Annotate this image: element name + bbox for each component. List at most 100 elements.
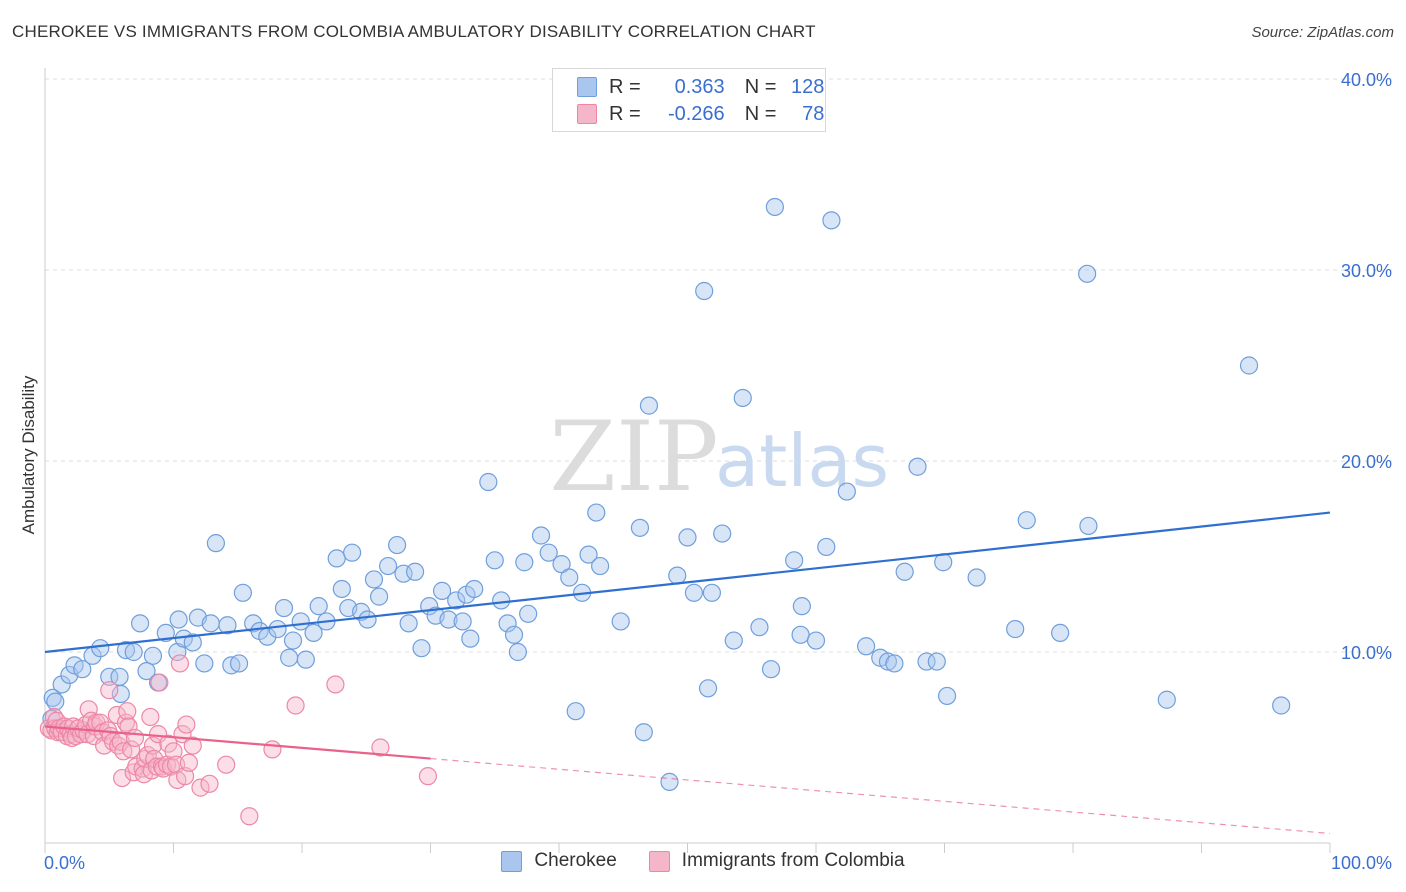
cherokee-point	[684, 583, 704, 602]
cherokee-point	[733, 388, 752, 408]
cherokee-point	[100, 667, 119, 686]
series-legend: Cherokee Immigrants from Colombia	[0, 850, 1406, 872]
legend-r-label: R =	[609, 102, 641, 125]
cherokee-point	[566, 702, 585, 721]
legend-item-colombia[interactable]: Immigrants from Colombia	[648, 850, 905, 872]
cherokee-point	[678, 528, 697, 547]
cherokee-point	[908, 457, 927, 476]
colombia-point	[143, 736, 163, 755]
cherokee-point	[412, 639, 431, 658]
cherokee-point	[579, 545, 598, 564]
cherokee-point	[195, 654, 214, 673]
cherokee-point	[611, 612, 630, 631]
cherokee-point	[878, 652, 898, 671]
cherokee-point	[591, 556, 610, 576]
colombia-point	[326, 675, 345, 694]
cherokee-point	[387, 535, 407, 555]
colombia-point	[371, 738, 390, 757]
cherokee-point	[218, 616, 237, 635]
watermark-atlas: atlas	[715, 419, 889, 503]
cherokee-point	[91, 639, 110, 658]
cherokee-point	[552, 555, 571, 574]
cherokee-point	[439, 610, 458, 629]
colombia-point	[183, 736, 202, 755]
legend-r-value: 0.363	[674, 75, 725, 98]
source-label: Source: ZipAtlas.com	[1251, 24, 1394, 41]
cherokee-point	[73, 660, 92, 679]
colombia-point	[141, 707, 160, 727]
legend-r-value: -0.266	[667, 102, 725, 125]
cherokee-point	[201, 614, 220, 633]
chart-title: CHEROKEE VS IMMIGRANTS FROM COLOMBIA AMB…	[12, 22, 816, 41]
legend-row-cherokee: R = 0.363 N = 128	[577, 74, 824, 100]
cherokee-point	[519, 604, 538, 623]
cherokee-point	[937, 686, 957, 706]
legend-n-value: 128	[791, 75, 825, 98]
colombia-point	[418, 767, 438, 786]
cherokee-point	[857, 637, 876, 656]
cherokee-point	[233, 583, 252, 602]
cherokee-point	[309, 597, 328, 616]
colombia-point	[150, 673, 169, 692]
cherokee-points	[42, 197, 1291, 791]
y-tick-label: 20.0%	[1341, 452, 1392, 472]
colombia-point	[125, 728, 145, 748]
legend-row-colombia: R = -0.266 N = 78	[577, 101, 824, 127]
cherokee-point	[343, 543, 362, 562]
colombia-point	[100, 681, 119, 700]
colombia-point	[79, 700, 98, 719]
trend-lines	[44, 511, 1331, 835]
cherokee-point	[630, 518, 650, 537]
cherokee-point	[399, 614, 418, 633]
cherokee-point	[515, 553, 534, 572]
legend-n-label: N =	[744, 102, 777, 125]
colombia-point	[112, 768, 132, 788]
cherokee-point	[792, 597, 811, 616]
cherokee-point	[504, 625, 524, 644]
cherokee-point	[765, 197, 784, 217]
cherokee-point	[183, 633, 202, 652]
cherokee-point	[660, 772, 679, 791]
cherokee-point	[695, 281, 714, 301]
cherokee-point	[465, 579, 484, 599]
cherokee-point	[206, 534, 226, 553]
colombia-point	[179, 753, 199, 772]
legend-label-colombia: Immigrants from Colombia	[681, 850, 905, 871]
cherokee-point	[169, 610, 188, 629]
cherokee-point	[405, 562, 425, 581]
cherokee-point	[156, 623, 175, 643]
cherokee-point	[531, 526, 551, 545]
cherokee-point	[498, 614, 517, 633]
cherokee-trend-line	[44, 511, 1331, 654]
legend-n-value: 78	[802, 102, 825, 125]
colombia-point	[217, 755, 236, 774]
cherokee-point	[885, 654, 904, 673]
colombia-trend-extension	[430, 757, 1331, 835]
cherokee-point	[1078, 264, 1097, 283]
cherokee-point	[283, 631, 303, 650]
cherokee-point	[137, 661, 156, 681]
colombia-point	[170, 654, 190, 673]
cherokee-point	[244, 614, 263, 633]
cherokee-point	[111, 684, 130, 704]
legend-label-cherokee: Cherokee	[534, 850, 617, 871]
colombia-point	[200, 774, 219, 793]
cherokee-point	[639, 396, 659, 415]
cherokee-point	[130, 614, 150, 633]
cherokee-point	[837, 482, 856, 501]
legend-swatch-blue	[577, 77, 597, 97]
cherokee-point	[967, 568, 986, 587]
colombia-points	[39, 654, 438, 826]
gridlines	[45, 78, 1392, 653]
cherokee-point	[560, 568, 579, 587]
x-tick-label-min: 0.0%	[44, 853, 85, 873]
legend-item-cherokee[interactable]: Cherokee	[501, 850, 617, 872]
cherokee-point	[124, 642, 143, 662]
cherokee-point	[822, 211, 841, 230]
cherokee-point	[761, 660, 781, 679]
cherokee-point	[1051, 623, 1070, 643]
cherokee-point	[724, 631, 743, 650]
colombia-trend-line	[44, 725, 431, 760]
cherokee-point	[327, 549, 346, 568]
